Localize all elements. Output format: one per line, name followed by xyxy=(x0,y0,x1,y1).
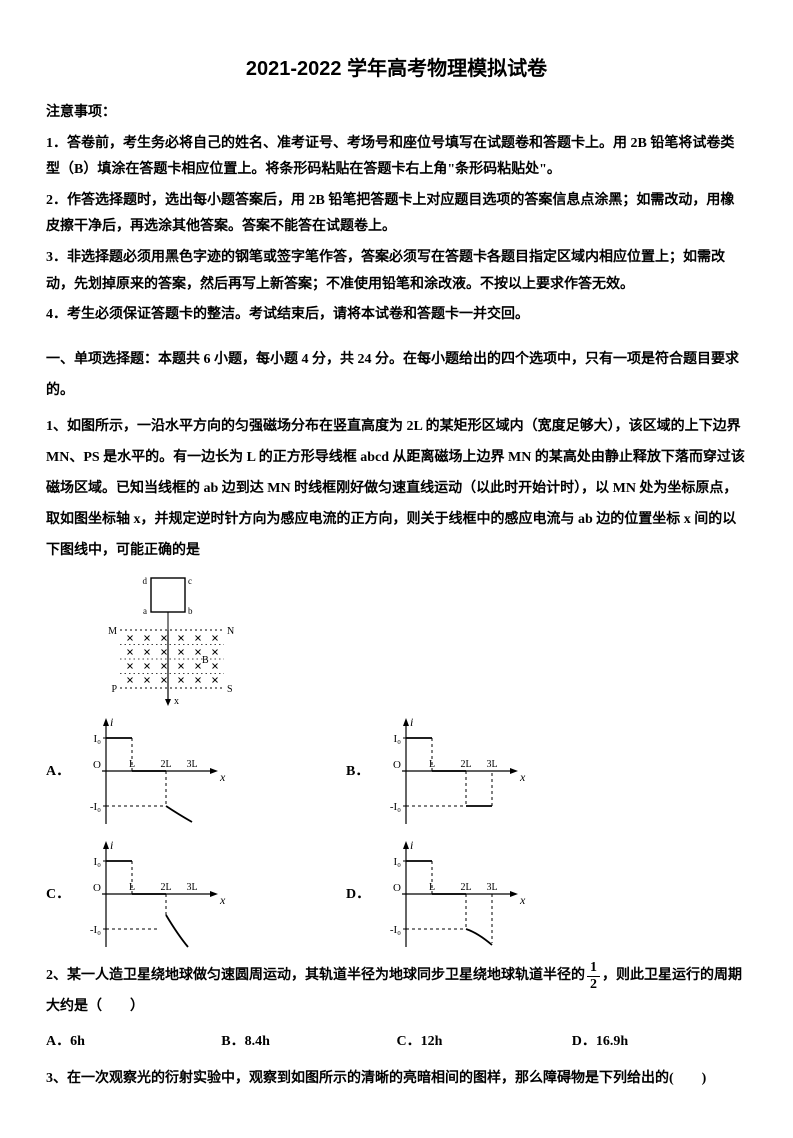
svg-text:-I₀: -I₀ xyxy=(90,801,101,813)
svg-text:i: i xyxy=(410,715,413,729)
svg-text:3L: 3L xyxy=(486,759,497,770)
note-4: 4．考生必须保证答题卡的整洁。考试结束后，请将本试卷和答题卡一并交回。 xyxy=(46,302,747,329)
svg-text:2L: 2L xyxy=(160,882,171,893)
question-3-text: 3、在一次观察光的衍射实验中，观察到如图所示的清晰的亮暗相间的图样，那么障碍物是… xyxy=(46,1064,747,1095)
svg-text:x: x xyxy=(519,893,526,907)
svg-text:3L: 3L xyxy=(186,759,197,770)
svg-text:I₀: I₀ xyxy=(94,733,102,745)
question-2-options: A．6h B．8.4h C．12h D．16.9h xyxy=(46,1029,747,1056)
option-A-label: A． xyxy=(46,759,74,786)
svg-text:I₀: I₀ xyxy=(94,856,102,868)
svg-text:O: O xyxy=(393,759,401,771)
q1-option-row-2: C． OixL2L3LI₀-I₀ D． OixL2L3LI₀-I₀ xyxy=(46,837,747,952)
page-title: 2021-2022 学年高考物理模拟试卷 xyxy=(46,50,747,88)
svg-text:3L: 3L xyxy=(186,882,197,893)
svg-text:a: a xyxy=(143,606,147,616)
option-A-chart: OixL2L3LI₀-I₀ xyxy=(74,714,229,829)
svg-text:b: b xyxy=(188,606,193,616)
svg-text:I₀: I₀ xyxy=(394,856,402,868)
q1-setup-diagram: d c a b M N P Sx B xyxy=(106,576,747,706)
svg-text:x: x xyxy=(219,893,226,907)
q2-opt-A: A．6h xyxy=(46,1029,221,1056)
q1-option-row-1: A． OixL2L3LI₀-I₀ B． OixL2L3LI₀-I₀ xyxy=(46,714,747,829)
svg-text:O: O xyxy=(93,882,101,894)
svg-text:S: S xyxy=(227,684,233,695)
svg-text:x: x xyxy=(519,770,526,784)
svg-text:d: d xyxy=(143,576,148,586)
option-C-chart: OixL2L3LI₀-I₀ xyxy=(74,837,229,952)
section-1-intro: 一、单项选择题：本题共 6 小题，每小题 4 分，共 24 分。在每小题给出的四… xyxy=(46,345,747,407)
note-2: 2．作答选择题时，选出每小题答案后，用 2B 铅笔把答题卡上对应题目选项的答案信… xyxy=(46,188,747,241)
svg-text:i: i xyxy=(410,838,413,852)
note-3: 3．非选择题必须用黑色字迹的钢笔或签字笔作答，答案必须写在答题卡各题目指定区域内… xyxy=(46,245,747,298)
svg-text:x: x xyxy=(219,770,226,784)
svg-text:-I₀: -I₀ xyxy=(390,924,401,936)
fraction-half: 12 xyxy=(587,960,600,992)
svg-text:2L: 2L xyxy=(460,759,471,770)
option-C-label: C． xyxy=(46,882,74,909)
svg-text:N: N xyxy=(227,626,234,637)
notice-heading: 注意事项： xyxy=(46,100,747,127)
svg-text:-I₀: -I₀ xyxy=(390,801,401,813)
svg-text:c: c xyxy=(188,576,192,586)
svg-text:I₀: I₀ xyxy=(394,733,402,745)
option-B-label: B． xyxy=(346,759,374,786)
svg-text:P: P xyxy=(111,684,117,695)
svg-text:x: x xyxy=(174,696,179,706)
option-D-label: D． xyxy=(346,882,374,909)
svg-text:2L: 2L xyxy=(160,759,171,770)
q2-opt-C: C．12h xyxy=(397,1029,572,1056)
svg-text:B: B xyxy=(202,655,209,666)
svg-text:3L: 3L xyxy=(486,882,497,893)
option-D-chart: OixL2L3LI₀-I₀ xyxy=(374,837,529,952)
question-1-text: 1、如图所示，一沿水平方向的匀强磁场分布在竖直高度为 2L 的某矩形区域内（宽度… xyxy=(46,412,747,566)
option-B-chart: OixL2L3LI₀-I₀ xyxy=(374,714,529,829)
svg-text:2L: 2L xyxy=(460,882,471,893)
svg-text:O: O xyxy=(393,882,401,894)
svg-text:-I₀: -I₀ xyxy=(90,924,101,936)
svg-text:i: i xyxy=(110,838,113,852)
q2-opt-D: D．16.9h xyxy=(572,1029,747,1056)
svg-text:O: O xyxy=(93,759,101,771)
question-2-text: 2、某一人造卫星绕地球做匀速圆周运动，其轨道半径为地球同步卫星绕地球轨道半径的1… xyxy=(46,960,747,1023)
note-1: 1．答卷前，考生务必将自己的姓名、准考证号、考场号和座位号填写在试题卷和答题卡上… xyxy=(46,131,747,184)
q2-opt-B: B．8.4h xyxy=(221,1029,396,1056)
svg-text:i: i xyxy=(110,715,113,729)
svg-text:M: M xyxy=(108,626,117,637)
